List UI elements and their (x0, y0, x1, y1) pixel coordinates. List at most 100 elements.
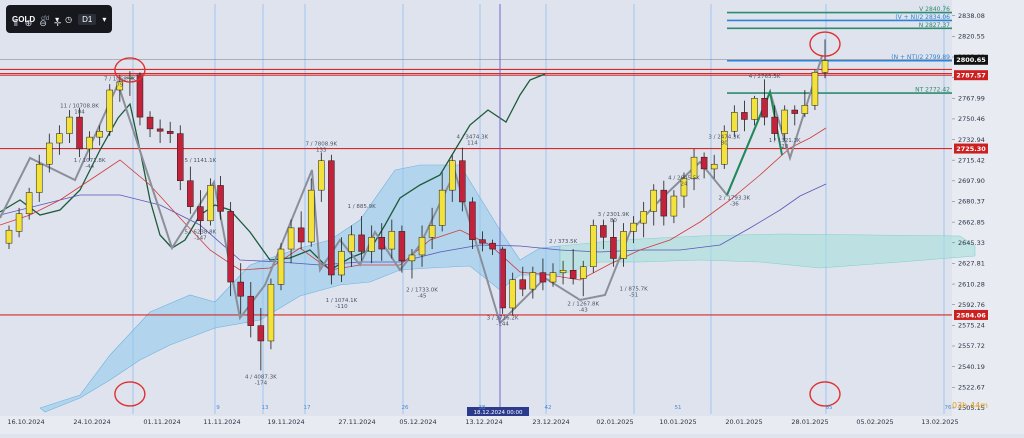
candle-bullish[interactable] (620, 231, 627, 259)
candle-bullish[interactable] (318, 160, 325, 191)
candle-bearish[interactable] (237, 281, 244, 297)
candle-bullish[interactable] (781, 109, 788, 134)
candle-bullish[interactable] (670, 195, 678, 217)
candle-bullish[interactable] (630, 222, 637, 232)
zoom-out-icon[interactable]: ⊖ (39, 19, 47, 29)
candle-bearish[interactable] (328, 160, 335, 276)
candle-bearish[interactable] (610, 237, 617, 259)
candle-bullish[interactable] (66, 116, 73, 134)
candle-bullish[interactable] (25, 192, 33, 214)
candle-bearish[interactable] (247, 295, 255, 326)
indicators-icon[interactable]: ⫴ (14, 19, 18, 29)
candle-bullish[interactable] (287, 227, 295, 250)
candle-bullish[interactable] (559, 270, 567, 273)
candle-bearish[interactable] (398, 231, 406, 262)
candle-bullish[interactable] (56, 133, 63, 144)
candle-bullish[interactable] (307, 189, 315, 243)
zoom-in-icon[interactable]: ⊕ (24, 19, 33, 29)
candle-bullish[interactable] (590, 225, 597, 267)
candle-bearish[interactable] (519, 279, 527, 290)
candle-bearish[interactable] (660, 189, 668, 217)
candle-bullish[interactable] (721, 130, 728, 165)
candle-bearish[interactable] (257, 325, 265, 342)
symbol-label[interactable]: GOLD (12, 14, 36, 24)
candle-bullish[interactable] (267, 284, 275, 342)
candle-bearish[interactable] (761, 98, 768, 118)
candle-bullish[interactable] (529, 272, 537, 290)
candle-bullish[interactable] (86, 136, 93, 150)
candle-bearish[interactable] (136, 74, 144, 118)
candle-bearish[interactable] (700, 156, 708, 170)
candle-bullish[interactable] (388, 231, 396, 250)
candle-bearish[interactable] (479, 239, 486, 244)
candle-bullish[interactable] (710, 163, 718, 170)
candle-bullish[interactable] (96, 130, 103, 138)
wave-annotation-label: 1 / 875.7K (619, 286, 648, 292)
candle-bearish[interactable] (358, 234, 365, 252)
candle-bearish[interactable] (791, 109, 799, 114)
candle-bullish[interactable] (116, 81, 124, 91)
candle-bullish[interactable] (368, 237, 375, 252)
candle-bearish[interactable] (499, 248, 506, 309)
candle-bearish[interactable] (469, 201, 476, 240)
candle-bullish[interactable] (126, 76, 134, 79)
candle-bullish[interactable] (207, 185, 214, 222)
candle-bullish[interactable] (5, 229, 13, 244)
candle-bearish[interactable] (378, 237, 385, 250)
candle-bearish[interactable] (146, 116, 154, 130)
candle-bearish[interactable] (741, 112, 748, 120)
candle-bullish[interactable] (418, 237, 426, 256)
candle-bearish[interactable] (177, 133, 184, 181)
timeframe-dropdown-icon[interactable]: ▾ (102, 14, 107, 24)
candle-bullish[interactable] (408, 254, 416, 262)
candle-bearish[interactable] (156, 128, 164, 132)
candle-bullish[interactable] (338, 251, 345, 276)
candle-bearish[interactable] (197, 206, 204, 222)
candle-bullish[interactable] (509, 279, 516, 309)
candle-bearish[interactable] (771, 116, 778, 134)
candle-bullish[interactable] (640, 211, 647, 224)
candle-bullish[interactable] (811, 72, 819, 106)
candle-bullish[interactable] (106, 89, 113, 132)
candle-bearish[interactable] (489, 242, 496, 250)
candle-bullish[interactable] (35, 163, 43, 193)
candle-bullish[interactable] (549, 272, 557, 283)
candle-bullish[interactable] (277, 248, 285, 285)
candle-bullish[interactable] (15, 213, 23, 232)
candle-bearish[interactable] (539, 272, 547, 283)
y-axis-label: 2627.81 (958, 260, 985, 268)
candle-bearish[interactable] (459, 160, 466, 203)
candle-bearish[interactable] (600, 225, 607, 238)
candle-bullish[interactable] (801, 105, 809, 114)
candle-bullish[interactable] (680, 178, 688, 197)
candle-bullish[interactable] (46, 142, 53, 165)
crosshair-icon[interactable]: ✛ (53, 19, 62, 29)
candle-bearish[interactable] (569, 270, 577, 279)
wave-annotation-label: 7 / 7808.9K (305, 141, 337, 147)
candle-bullish[interactable] (690, 156, 698, 179)
candle-bullish[interactable] (821, 60, 829, 73)
candle-bullish[interactable] (731, 112, 738, 132)
candle-bearish[interactable] (76, 116, 83, 150)
candle-bearish[interactable] (227, 211, 234, 283)
candle-bearish[interactable] (297, 227, 305, 243)
candle-bullish[interactable] (579, 266, 587, 279)
symbol-dropdown-icon[interactable]: ▾ (55, 14, 60, 24)
candle-bullish[interactable] (438, 189, 446, 226)
candle-bullish[interactable] (428, 225, 436, 238)
candle-bearish[interactable] (217, 185, 224, 212)
clock-icon[interactable]: ◷ (65, 14, 73, 24)
candle-bearish[interactable] (166, 130, 174, 134)
candle-bullish[interactable] (348, 234, 355, 252)
candle-bullish[interactable] (650, 189, 657, 212)
candle-bullish[interactable] (751, 98, 758, 120)
candle-bullish[interactable] (449, 160, 456, 191)
wave-annotation-value: 24 (680, 182, 687, 188)
week-number-label: 17 (304, 405, 311, 411)
wave-annotation-value: -43 (579, 308, 588, 314)
timeframe-select[interactable]: D1 (78, 13, 97, 25)
wave-annotation-label: 2 / 1793.3K (718, 196, 750, 202)
candle-bearish[interactable] (187, 180, 194, 207)
